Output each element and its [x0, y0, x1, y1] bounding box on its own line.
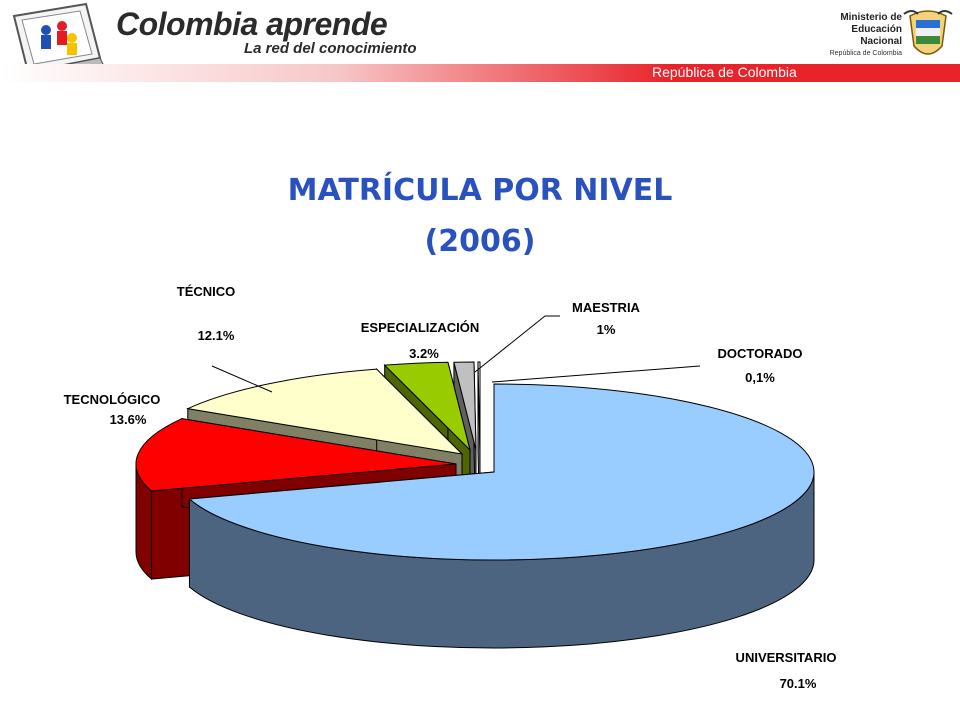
pie-label-name: MAESTRIA	[572, 300, 640, 315]
ministry-logo-text: Ministerio de Educación Nacional Repúbli…	[812, 12, 902, 60]
ministry-line-1: Ministerio de	[840, 12, 902, 23]
colombia-aprende-logo-icon	[12, 2, 105, 81]
pie-leader-line	[491, 365, 701, 383]
chart-title-line-1: MATRÍCULA POR NIVEL	[287, 173, 673, 208]
pie-label-value: 12.1%	[197, 328, 235, 343]
chart-title-line-2: (2006)	[424, 224, 536, 259]
pie-slice-top	[477, 361, 481, 451]
pie-label-value: 70.1%	[779, 676, 817, 691]
pie-slice-top	[135, 418, 457, 492]
pie-label-value: 13.6%	[109, 412, 147, 427]
pie-label-name: TECNOLÓGICO	[63, 392, 161, 407]
pie-slice-top	[453, 361, 477, 451]
header-red-band	[0, 64, 960, 82]
pie-label-name: ESPECIALIZACIÓN	[360, 320, 480, 335]
pie-label-name: DOCTORADO	[717, 346, 803, 361]
pie-leader-line	[211, 365, 273, 393]
ministry-line-3: Nacional	[860, 36, 902, 47]
brand-subtitle: La red del conocimiento	[244, 40, 417, 57]
coat-of-arms-icon	[903, 10, 953, 55]
pie-slice-top	[188, 383, 815, 561]
pie-label-value: 0,1%	[745, 370, 775, 385]
pie-label-name: UNIVERSITARIO	[735, 650, 837, 665]
pie-slice-top	[186, 368, 464, 455]
pie-label-value: 3.2%	[409, 346, 439, 361]
brand-title: Colombia aprende	[116, 6, 388, 42]
pie-leader-line	[474, 315, 560, 373]
ministry-line-2: Educación	[851, 24, 902, 35]
pie-label-value: 1%	[596, 322, 616, 337]
pie-slice-universitario	[188, 383, 815, 649]
page-header: Colombia aprende La red del conocimiento…	[0, 0, 960, 82]
pie-label-name: TÉCNICO	[176, 284, 236, 299]
ministry-line-4: República de Colombia	[829, 50, 902, 57]
republic-band-text: República de Colombia	[652, 64, 797, 80]
pie-slice-top	[383, 361, 471, 452]
